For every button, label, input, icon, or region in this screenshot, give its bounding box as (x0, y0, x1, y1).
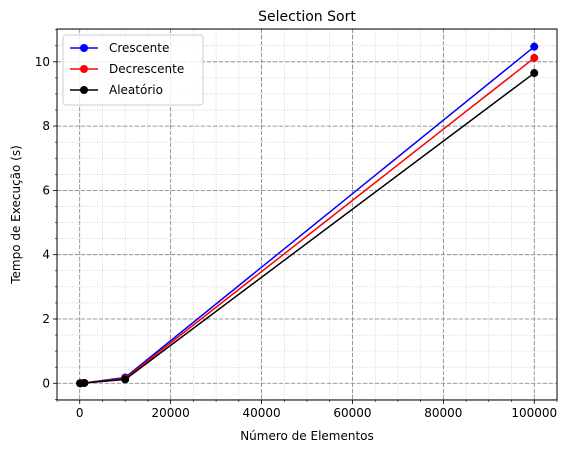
data-point (530, 42, 539, 51)
chart-title: Selection Sort (258, 9, 356, 25)
y-tick-label: 0 (42, 376, 50, 390)
legend-label: Aleatório (109, 83, 163, 97)
y-tick-label: 10 (35, 55, 50, 69)
legend-label: Crescente (109, 41, 169, 55)
axis-ticks: 0 20000 40000 60000 80000 100000 0 2 4 6 8 10 (35, 29, 558, 420)
x-tick-label: 80000 (424, 406, 462, 420)
y-tick-label: 6 (42, 183, 50, 197)
legend: Crescente Decrescente Aleatório (62, 34, 204, 106)
data-point (80, 378, 89, 387)
minor-grid (56, 29, 558, 400)
x-axis-label: Número de Elementos (240, 429, 374, 443)
legend-box (62, 34, 204, 106)
y-tick-label: 8 (42, 119, 50, 133)
legend-label: Decrescente (109, 62, 184, 76)
series-layer (76, 42, 539, 388)
x-tick-label: 60000 (333, 406, 371, 420)
legend-marker (80, 44, 88, 52)
x-tick-label: 100000 (511, 406, 557, 420)
data-point (121, 375, 130, 384)
x-tick-label: 40000 (242, 406, 280, 420)
legend-marker (80, 65, 88, 73)
data-point (530, 69, 539, 78)
x-tick-label: 20000 (152, 406, 190, 420)
y-axis-label: Tempo de Execução (s) (9, 145, 23, 285)
y-tick-label: 2 (42, 312, 50, 326)
x-tick-label: 0 (76, 406, 84, 420)
y-tick-label: 4 (42, 248, 50, 262)
legend-marker (80, 86, 88, 94)
data-point (530, 53, 539, 62)
